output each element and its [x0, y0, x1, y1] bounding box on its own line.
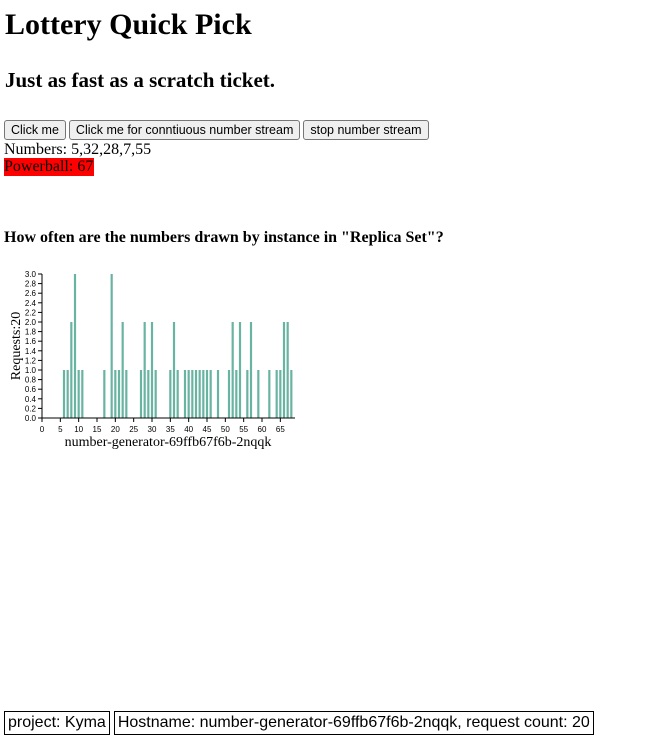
- x-tick-label: 50: [221, 425, 230, 434]
- x-tick-label: 10: [74, 425, 83, 434]
- numbers-text: Numbers: 5,32,28,7,55: [4, 141, 152, 158]
- stop-stream-button[interactable]: stop number stream: [303, 120, 429, 140]
- y-axis-title: Requests:20: [9, 312, 24, 380]
- y-tick-label: 1.4: [25, 347, 37, 356]
- chart-bar: [70, 322, 73, 418]
- chart-bar: [202, 370, 205, 418]
- y-tick-label: 2.8: [25, 280, 37, 289]
- y-tick-label: 2.4: [25, 299, 37, 308]
- start-stream-button[interactable]: Click me for conntiuous number stream: [68, 120, 301, 140]
- chart-bar: [125, 370, 128, 418]
- x-tick-label: 65: [276, 425, 285, 434]
- page-subtitle: Just as fast as a scratch ticket.: [5, 68, 276, 92]
- chart-bar: [66, 370, 69, 418]
- y-tick-label: 2.2: [25, 308, 37, 317]
- x-axis-title: number-generator-69ffb67f6b-2nqqk: [65, 435, 272, 450]
- chart-bar: [114, 370, 117, 418]
- y-tick-label: 0.6: [25, 385, 37, 394]
- chart-bar: [290, 370, 293, 418]
- frequency-chart: 0.00.20.40.60.81.01.21.41.61.82.02.22.42…: [9, 270, 295, 450]
- chart-bar: [110, 274, 113, 418]
- x-tick-label: 20: [111, 425, 120, 434]
- chart-bar: [172, 322, 176, 418]
- chart-bar: [117, 370, 121, 418]
- button-row: Click me Click me for conntiuous number …: [4, 120, 429, 140]
- y-tick-label: 0.0: [25, 414, 37, 423]
- y-tick-label: 1.2: [25, 356, 37, 365]
- powerball-text: Powerball: 67: [4, 158, 95, 176]
- chart-bar: [194, 370, 198, 418]
- chart-bar: [198, 370, 201, 418]
- x-tick-label: 40: [184, 425, 193, 434]
- chart-bar: [176, 370, 179, 418]
- y-tick-label: 2.0: [25, 318, 37, 327]
- chart-bar: [169, 370, 172, 418]
- chart-bar: [235, 370, 238, 418]
- hostname-label: Hostname: number-generator-69ffb67f6b-2n…: [113, 711, 594, 735]
- chart-bar: [81, 370, 84, 418]
- chart-bar: [187, 370, 190, 418]
- x-tick-label: 55: [239, 425, 248, 434]
- chart-bar: [154, 370, 157, 418]
- x-tick-label: 30: [148, 425, 157, 434]
- x-tick-label: 5: [58, 425, 63, 434]
- chart-bar: [143, 322, 146, 418]
- chart-bar: [103, 370, 106, 418]
- chart-bar: [279, 370, 282, 418]
- chart-bar: [62, 370, 66, 418]
- y-tick-label: 0.4: [25, 395, 37, 404]
- chart-bar: [257, 370, 260, 418]
- chart-bar: [77, 370, 80, 418]
- chart-bar: [147, 370, 150, 418]
- chart-question: How often are the numbers drawn by insta…: [4, 229, 444, 246]
- y-tick-label: 1.8: [25, 328, 37, 337]
- chart-bar: [183, 370, 187, 418]
- x-tick-label: 45: [203, 425, 212, 434]
- x-tick-label: 0: [40, 425, 45, 434]
- footer: project: Kyma Hostname: number-generator…: [4, 711, 594, 735]
- chart-bar: [238, 322, 242, 418]
- x-tick-label: 60: [258, 425, 267, 434]
- chart-bar: [282, 322, 286, 418]
- chart-bar: [246, 370, 249, 418]
- chart-bar: [231, 322, 234, 418]
- x-tick-label: 15: [93, 425, 102, 434]
- y-tick-label: 2.6: [25, 289, 37, 298]
- x-tick-label: 35: [166, 425, 175, 434]
- y-tick-label: 0.2: [25, 404, 37, 413]
- y-tick-label: 0.8: [25, 376, 37, 385]
- chart-bar: [209, 370, 212, 418]
- chart-bar: [268, 370, 271, 418]
- chart-bar: [150, 322, 154, 418]
- x-tick-label: 25: [129, 425, 138, 434]
- page-title: Lottery Quick Pick: [5, 8, 252, 41]
- chart-bar: [139, 370, 143, 418]
- chart-bar: [216, 370, 220, 418]
- chart-bar: [205, 370, 209, 418]
- chart-bar: [73, 274, 77, 418]
- y-tick-label: 3.0: [25, 270, 37, 279]
- click-me-button[interactable]: Click me: [4, 120, 66, 140]
- y-tick-label: 1.0: [25, 366, 37, 375]
- y-tick-label: 1.6: [25, 337, 37, 346]
- project-label: project: Kyma: [4, 711, 110, 735]
- chart-bar: [275, 370, 278, 418]
- chart-bar: [121, 322, 124, 418]
- chart-bar: [249, 322, 253, 418]
- chart-bar: [227, 370, 231, 418]
- chart-bar: [286, 322, 289, 418]
- chart-bar: [191, 370, 194, 418]
